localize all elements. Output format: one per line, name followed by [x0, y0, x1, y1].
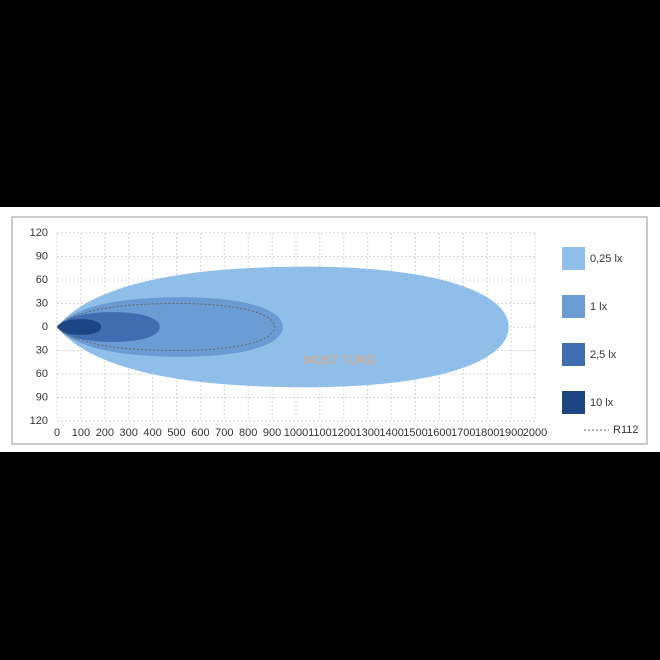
- legend-label: R112: [613, 424, 638, 436]
- legend-label: 10 lx: [590, 397, 614, 409]
- isolux-zone: [57, 297, 283, 357]
- x-tick-label: 1800: [475, 427, 499, 439]
- x-tick-label: 1400: [379, 427, 403, 439]
- x-tick-label: 900: [263, 427, 281, 439]
- y-tick-label: 120: [30, 227, 48, 239]
- x-tick-label: 700: [215, 427, 233, 439]
- legend-swatch: [562, 295, 585, 318]
- legend-swatch: [562, 391, 585, 414]
- x-tick-label: 1200: [332, 427, 356, 439]
- x-tick-label: 1300: [355, 427, 379, 439]
- y-tick-label: 60: [36, 274, 48, 286]
- legend-label: 1 lx: [590, 301, 608, 313]
- y-tick-label: 30: [36, 297, 48, 309]
- y-tick-label: 90: [36, 250, 48, 262]
- reference-contour: [56, 302, 275, 352]
- legend-swatch: [562, 247, 585, 270]
- x-tick-label: 400: [143, 427, 161, 439]
- x-tick-label: 2000: [523, 427, 547, 439]
- x-tick-label: 1900: [499, 427, 523, 439]
- x-tick-label: 600: [191, 427, 209, 439]
- x-tick-label: 100: [72, 427, 90, 439]
- x-tick-label: 1000: [284, 427, 308, 439]
- y-tick-label: 120: [30, 415, 48, 427]
- isolux-zone: [57, 319, 102, 335]
- x-tick-label: 1600: [427, 427, 451, 439]
- x-tick-label: 200: [96, 427, 114, 439]
- legend-swatch: [562, 343, 585, 366]
- x-tick-label: 800: [239, 427, 257, 439]
- y-tick-label: 30: [36, 344, 48, 356]
- y-tick-label: 60: [36, 368, 48, 380]
- x-tick-label: 0: [54, 427, 60, 439]
- y-tick-label: 0: [42, 321, 48, 333]
- x-tick-label: 1100: [308, 427, 332, 439]
- x-tick-label: 1500: [403, 427, 427, 439]
- x-tick-label: 300: [120, 427, 138, 439]
- y-tick-label: 90: [36, 391, 48, 403]
- frame: [11, 216, 648, 445]
- legend-label: 2,5 lx: [590, 349, 617, 361]
- watermark: MOST TURG: [304, 353, 376, 367]
- x-tick-label: 1700: [451, 427, 475, 439]
- x-tick-label: 500: [167, 427, 185, 439]
- legend-label: 0,25 lx: [590, 253, 623, 265]
